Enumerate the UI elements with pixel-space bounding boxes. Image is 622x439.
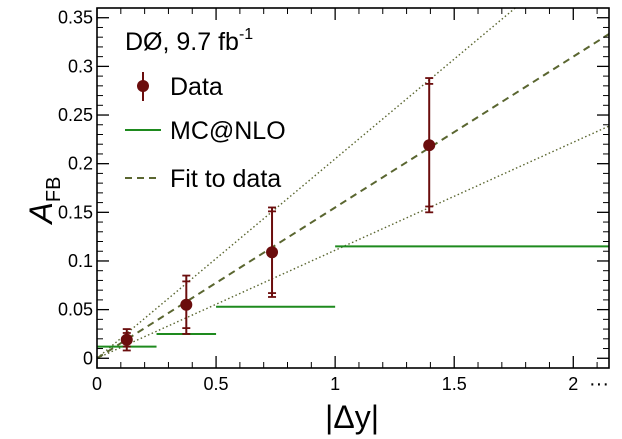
y-tick-label-2: 0.1 bbox=[68, 251, 93, 271]
data-point-2 bbox=[266, 246, 279, 259]
x-tick-label-3: 1.5 bbox=[442, 374, 467, 394]
legend-fit-label: Fit to data bbox=[170, 165, 281, 193]
y-tick-label-0: 0 bbox=[83, 348, 93, 368]
y-axis-title: AFB bbox=[23, 177, 65, 226]
x-tick-label-0: 0 bbox=[92, 374, 102, 394]
data-point-1 bbox=[180, 298, 193, 311]
y-tick-label-4: 0.2 bbox=[68, 154, 93, 174]
y-tick-label-1: 0.05 bbox=[58, 300, 93, 320]
y-tick-label-7: 0.35 bbox=[58, 8, 93, 28]
legend-mcnlo-label: MC@NLO bbox=[170, 117, 286, 145]
experiment-label-sup: -1 bbox=[239, 26, 253, 43]
x-tick-label-4: 2 bbox=[568, 374, 578, 394]
x-tick-label-2: 1 bbox=[330, 374, 340, 394]
experiment-label: DØ, 9.7 fb-1 bbox=[125, 26, 253, 56]
y-axis-title-main: A bbox=[23, 202, 59, 225]
fit-uncertainty-line-1 bbox=[97, 125, 609, 359]
plot-area bbox=[97, 8, 609, 360]
legend: DØ, 9.7 fb-1 Data MC@NLO Fit to data bbox=[125, 26, 286, 193]
axes bbox=[96, 7, 610, 369]
experiment-label-main: DØ, 9.7 fb bbox=[125, 28, 239, 56]
plot-frame bbox=[96, 7, 610, 369]
x-axis-title: |Δy| bbox=[325, 399, 379, 435]
data-point-0 bbox=[120, 333, 133, 346]
tick-labels: 0 0.5 1 1.5 2 0 0.05 0.1 0.15 0.2 0.25 0.3 0.35 bbox=[58, 8, 578, 394]
y-tick-label-6: 0.3 bbox=[68, 56, 93, 76]
legend-data-label: Data bbox=[170, 73, 223, 101]
x-tick-label-1: 0.5 bbox=[204, 374, 229, 394]
y-axis-title-sub: FB bbox=[43, 177, 65, 203]
y-tick-label-3: 0.15 bbox=[58, 202, 93, 222]
y-tick-label-5: 0.25 bbox=[58, 105, 93, 125]
x-axis-ellipsis: ··· bbox=[589, 373, 609, 395]
legend-data-marker bbox=[137, 80, 149, 92]
data-point-3 bbox=[423, 139, 436, 152]
